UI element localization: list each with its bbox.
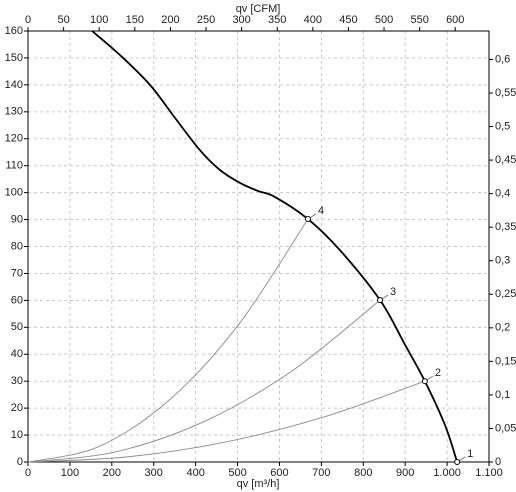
x2-tick-label: 100 [90, 14, 108, 26]
x-tick-label: 600 [270, 467, 288, 479]
y-tick-label: 150 [5, 52, 23, 64]
y2-tick-label: 0,25 [495, 288, 516, 300]
y2-tick-label: 0,05 [495, 422, 516, 434]
y2-tick-label: 0,45 [495, 154, 516, 166]
point-label: 2 [435, 367, 441, 379]
y2-tick-label: 0 [495, 456, 501, 468]
y2-tick-label: 0,6 [495, 53, 510, 65]
x-tick-label: 700 [312, 467, 330, 479]
x-tick-label: 200 [103, 467, 121, 479]
y2-tick-label: 0,35 [495, 221, 516, 233]
plot-frame [27, 30, 490, 463]
y2-tick-label: 0,15 [495, 355, 516, 367]
x2-tick-label: 400 [304, 14, 322, 26]
system-curve [27, 218, 309, 463]
y2-tick-label: 0,4 [495, 188, 510, 200]
y-tick-label: 50 [11, 321, 23, 333]
point-label: 1 [467, 448, 473, 460]
x2-tick-label: 350 [268, 14, 286, 26]
y-tick-label: 20 [11, 402, 23, 414]
x-tick-label: 400 [186, 467, 204, 479]
y-tick-label: 70 [11, 267, 23, 279]
operating-point [421, 378, 428, 385]
y2-tick-label: 0,55 [495, 87, 516, 99]
y-tick-label: 80 [11, 240, 23, 252]
x2-tick-label: 50 [57, 14, 69, 26]
y-tick-label: 40 [11, 348, 23, 360]
y2-tick-label: 0,5 [495, 120, 510, 132]
x-tick-label: 100 [61, 467, 79, 479]
operating-point [454, 459, 461, 465]
y-tick-label: 160 [5, 25, 23, 37]
y-tick-label: 30 [11, 375, 23, 387]
y-tick-label: 60 [11, 294, 23, 306]
x2-tick-label: 150 [126, 14, 144, 26]
y-tick-label: 130 [5, 106, 23, 118]
operating-point [377, 297, 384, 304]
y-tick-label: 110 [5, 160, 23, 172]
x-tick-label: 300 [145, 467, 163, 479]
operating-point [304, 216, 311, 223]
x-tick-label: 800 [354, 467, 372, 479]
y-tick-label: 10 [11, 429, 23, 441]
y-tick-label: 140 [5, 79, 23, 91]
x-tick-label: 500 [228, 467, 246, 479]
x2-tick-label: 200 [161, 14, 179, 26]
bottom-axis-title: qv [m³/h] [237, 478, 280, 490]
point-label: 3 [390, 286, 396, 298]
x-tick-label: 1.000 [433, 467, 461, 479]
x2-tick-label: 250 [197, 14, 215, 26]
x2-tick-label: 550 [410, 14, 428, 26]
y2-tick-label: 0,2 [495, 322, 510, 334]
y-tick-label: 100 [5, 187, 23, 199]
y2-tick-label: 0,1 [495, 389, 510, 401]
point-label: 4 [318, 205, 324, 217]
system-curve [27, 380, 426, 463]
y-tick-label: 0 [17, 456, 23, 468]
y2-tick-label: 0,3 [495, 255, 510, 267]
x-tick-label: 900 [396, 467, 414, 479]
x2-tick-label: 600 [446, 14, 464, 26]
top-axis-title: qv [CFM] [236, 3, 281, 15]
x2-tick-label: 300 [232, 14, 250, 26]
system-curve [27, 299, 381, 463]
x2-tick-label: 500 [375, 14, 393, 26]
x-tick-label: 1.100 [475, 467, 503, 479]
x-tick-label: 0 [25, 467, 31, 479]
x2-tick-label: 0 [25, 14, 31, 26]
y-tick-label: 120 [5, 133, 23, 145]
fan-curve [91, 30, 459, 463]
y-tick-label: 90 [11, 213, 23, 225]
x2-tick-label: 450 [339, 14, 357, 26]
